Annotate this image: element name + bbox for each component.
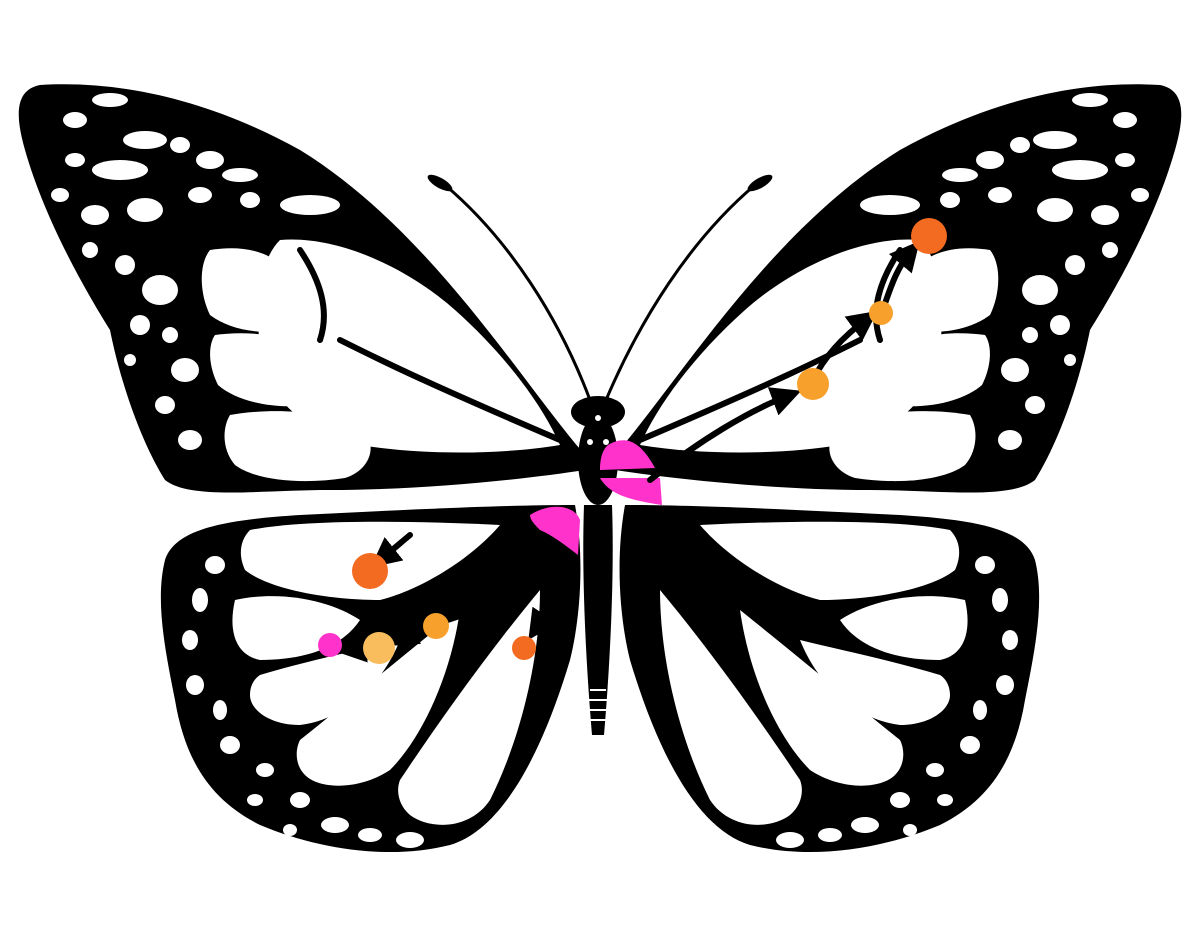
marker-lh-4 [352, 553, 388, 589]
wing-spot [92, 93, 128, 107]
wing-spot [860, 195, 920, 215]
wing-edge-spots [51, 93, 1149, 848]
wing-spot [890, 792, 910, 808]
wing-spot [178, 430, 202, 450]
highlight-forewing-right [600, 440, 662, 505]
wing-spot [220, 736, 240, 754]
wing-spot [171, 358, 199, 382]
forewing-cells-left [201, 239, 560, 482]
wing-spot [975, 556, 995, 574]
wing-spot [937, 794, 953, 806]
highlight-regions [530, 440, 662, 555]
wing-spot [940, 192, 960, 208]
wing-spot [358, 828, 382, 842]
wing-spot [1052, 160, 1108, 180]
wing-spot [82, 242, 98, 258]
wing-spot [240, 192, 260, 208]
wing-spot [926, 763, 944, 777]
wing-spot [1064, 354, 1076, 366]
wing-spot [155, 396, 175, 414]
wing-spot [142, 275, 178, 305]
wing-spot [51, 188, 69, 202]
wing-spot [81, 205, 109, 225]
wing-spot [973, 700, 987, 720]
wing-spot [188, 187, 212, 203]
wing-spot [976, 151, 1004, 169]
wing-spot [205, 556, 225, 574]
wing-spot [992, 588, 1008, 612]
marker-lh-5 [512, 636, 536, 660]
wing-spot [92, 160, 148, 180]
wing-spot [1010, 137, 1030, 153]
marker-rf-2 [869, 301, 893, 325]
wing-spot [996, 675, 1014, 695]
wing-spot [1131, 188, 1149, 202]
wing-spot [1091, 205, 1119, 225]
wing-spot [283, 824, 297, 836]
hindwing-cells-right [660, 521, 968, 825]
marker-lh-2 [363, 632, 395, 664]
wing-spot [942, 168, 978, 182]
wing-spot [903, 824, 917, 836]
wing-spot [1002, 630, 1018, 650]
wing-spot [1102, 242, 1118, 258]
wing-spot [123, 131, 167, 149]
wing-spot [1022, 327, 1038, 343]
wing-spot [213, 700, 227, 720]
wing-spot [1001, 358, 1029, 382]
wing-spot [256, 763, 274, 777]
wing-spot [396, 832, 424, 848]
wing-spot [63, 112, 87, 128]
wing-spot [162, 327, 178, 343]
wing-spot [1022, 275, 1058, 305]
wing-spot [115, 255, 135, 275]
wing-spot [1037, 198, 1073, 222]
markers [318, 218, 947, 664]
wing-spot [321, 817, 349, 833]
forewing-cells-right [640, 239, 999, 482]
highlight-hindwing-left [530, 506, 580, 555]
marker-rf-3 [911, 218, 947, 254]
marker-lh-3 [318, 633, 342, 657]
wing-spot [130, 315, 150, 335]
marker-rf-1 [797, 368, 829, 400]
marker-lh-1 [423, 613, 449, 639]
wing-spot [776, 832, 804, 848]
wing-spot [1113, 112, 1137, 128]
wing-spot [186, 675, 204, 695]
wing-spot [247, 794, 263, 806]
wing-spot [1050, 315, 1070, 335]
wing-spot [851, 817, 879, 833]
wing-spot [196, 151, 224, 169]
wing-spot [170, 137, 190, 153]
wing-spot [182, 630, 198, 650]
wing-spot [960, 736, 980, 754]
wing-spot [1033, 131, 1077, 149]
wing-spot [280, 195, 340, 215]
wing-spot [998, 430, 1022, 450]
wing-spot [818, 828, 842, 842]
wing-spot [1115, 153, 1135, 167]
wing-spot [65, 153, 85, 167]
wing-spot [124, 354, 136, 366]
wing-spot [222, 168, 258, 182]
wing-spot [290, 792, 310, 808]
wing-spot [1072, 93, 1108, 107]
wing-spot [1065, 255, 1085, 275]
wing-spot [988, 187, 1012, 203]
wing-spot [192, 588, 208, 612]
wing-spot [127, 198, 163, 222]
wing-spot [1025, 396, 1045, 414]
